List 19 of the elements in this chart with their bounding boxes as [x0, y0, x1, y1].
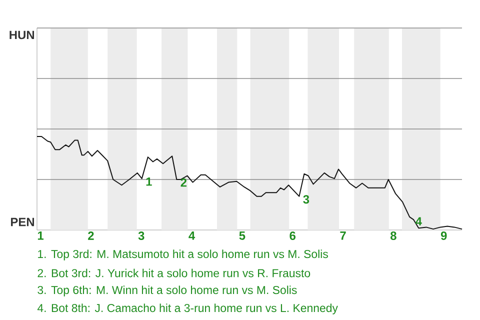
- x-tick-label: 2: [88, 232, 94, 240]
- x-tick-label: 3: [138, 232, 144, 240]
- text: 1. Top 3rd: M. Matsumoto hit a solo home run vs M. Solis: [38, 250, 328, 260]
- text: 4. Bot 8th: J. Camacho hit a 3-run home run vs L. Kennedy: [37, 304, 338, 314]
- x-tick-label: 5: [239, 232, 246, 240]
- annotation: 1: [146, 177, 152, 186]
- x-tick-label: 7: [340, 232, 346, 240]
- text: 2. Bot 3rd: J. Yurick hit a solo home run vs R. Frausto: [38, 268, 310, 278]
- annotation: 2: [180, 178, 187, 187]
- text: HUN: [10, 30, 34, 40]
- text: 3. Top 6th: M. Winn hit a solo home run vs M. Solis: [38, 286, 297, 296]
- x-tick-label: 8: [390, 232, 396, 240]
- x-tick-label: 1: [38, 232, 44, 240]
- x-tick-label: 6: [290, 232, 296, 240]
- annotation: 3: [303, 195, 310, 204]
- annotation: 4: [416, 217, 422, 226]
- x-tick-label: 9: [440, 232, 447, 240]
- x-tick-label: 4: [188, 232, 196, 240]
- text: PEN: [11, 218, 34, 226]
